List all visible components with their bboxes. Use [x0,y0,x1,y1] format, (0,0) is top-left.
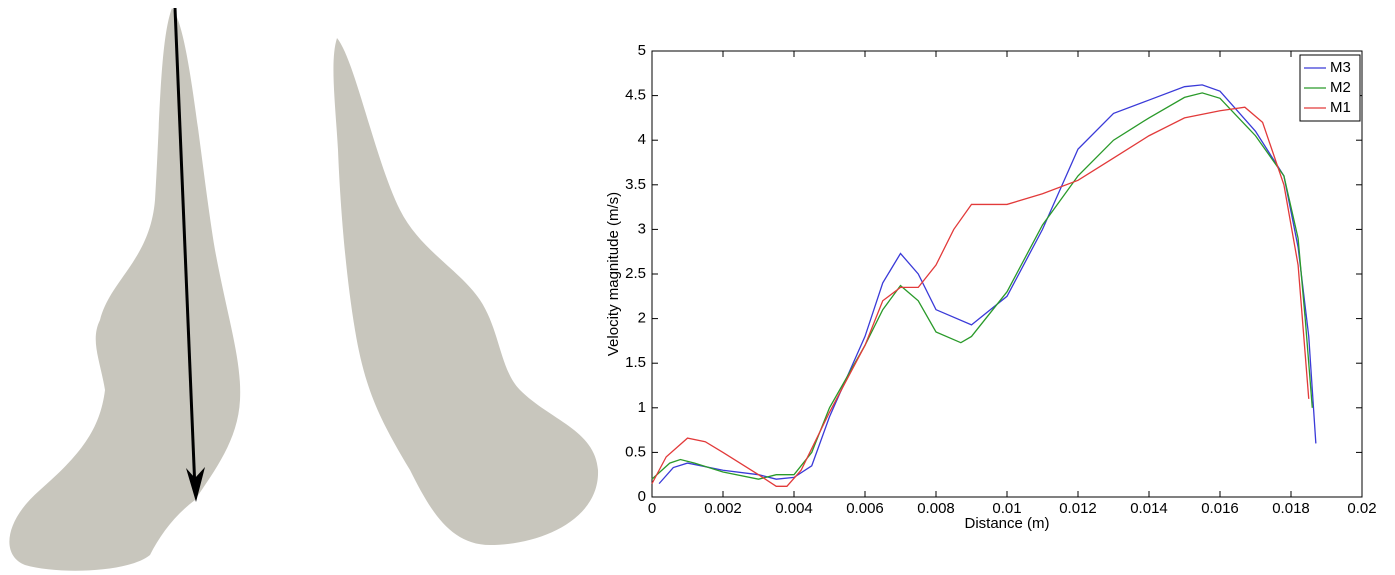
x-tick-label: 0 [648,500,656,517]
legend-label: M1 [1330,99,1351,116]
x-tick-label: 0.006 [846,500,884,517]
x-tick-label: 0.004 [775,500,813,517]
arrow-head [186,467,205,502]
y-tick-label: 2 [638,310,646,327]
y-tick-label: 1.5 [625,354,646,371]
arrow-shaft [173,7,197,491]
plot-frame [651,50,1363,498]
x-tick-label: 0.02 [1347,500,1376,517]
y-tick-label: 2.5 [625,265,646,282]
x-tick-label: 0.01 [992,500,1021,517]
x-axis-label: Distance (m) [964,515,1049,532]
y-tick-label: 4 [638,131,646,148]
series-line [651,106,1310,487]
legend-label: M2 [1330,79,1351,96]
series-line [651,92,1313,480]
y-tick-label: 5 [638,42,646,59]
y-axis-label: Velocity magnitude (m/s) [605,192,622,356]
y-tick-label: 0.5 [625,443,646,460]
x-tick-label: 0.016 [1201,500,1239,517]
y-tick-label: 3.5 [625,176,646,193]
x-tick-label: 0.018 [1272,500,1310,517]
x-tick-label: 0.014 [1130,500,1168,517]
y-tick-label: 0 [638,488,646,505]
y-tick-label: 3 [638,220,646,237]
x-tick-label: 0.008 [917,500,955,517]
right-shape [333,38,599,545]
legend-label: M3 [1330,59,1351,76]
left-shape [9,8,241,571]
y-tick-label: 4.5 [625,87,646,104]
x-tick-label: 0.012 [1059,500,1097,517]
x-tick-label: 0.002 [704,500,742,517]
y-tick-label: 1 [638,399,646,416]
